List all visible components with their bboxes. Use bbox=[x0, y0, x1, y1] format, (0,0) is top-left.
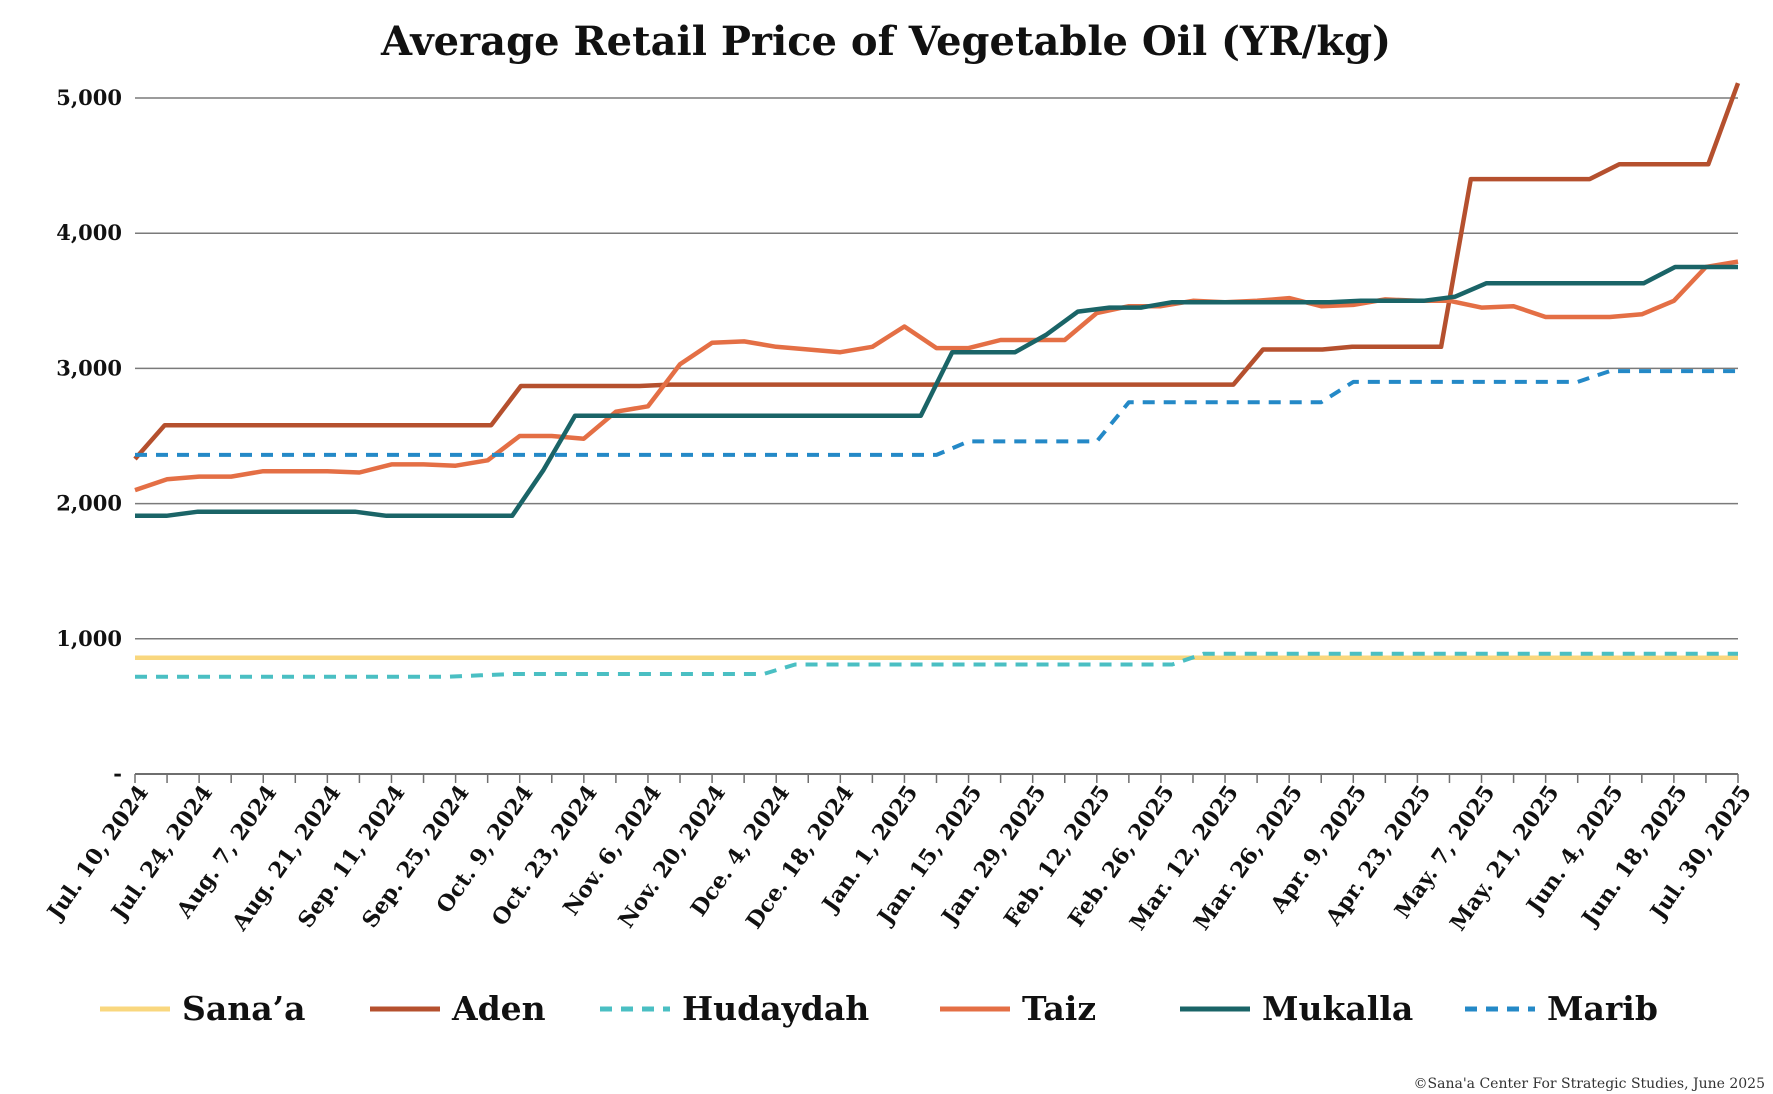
y-tick-label: 1,000 bbox=[56, 626, 122, 651]
legend: Sana’a Aden Hudaydah Taiz Mukalla Marib bbox=[100, 989, 1658, 1028]
legend-label: Taiz bbox=[1022, 989, 1096, 1028]
legend-label: Marib bbox=[1547, 989, 1658, 1028]
legend-label: Hudaydah bbox=[682, 989, 869, 1028]
series-line-marib bbox=[135, 369, 1738, 457]
y-tick-label: 4,000 bbox=[56, 220, 122, 245]
series-lines bbox=[133, 82, 1741, 679]
y-tick-label: 3,000 bbox=[56, 355, 122, 380]
series-line-mukalla bbox=[135, 264, 1738, 519]
y-tick-label: 5,000 bbox=[56, 85, 122, 110]
y-tick-label: 2,000 bbox=[56, 491, 122, 516]
y-tick-label: - bbox=[113, 761, 122, 786]
legend-label: Sana’a bbox=[182, 989, 305, 1028]
series-line-taiz bbox=[134, 259, 1739, 493]
series-line-aden bbox=[133, 82, 1741, 461]
y-axis-tick-labels: - 1,000 2,000 3,000 4,000 5,000 bbox=[56, 85, 122, 786]
chart-credit: ©Sana'a Center For Strategic Studies, Ju… bbox=[1414, 1076, 1765, 1092]
chart-title: Average Retail Price of Vegetable Oil (Y… bbox=[380, 18, 1391, 65]
series-line-hudaydah bbox=[135, 651, 1738, 679]
legend-label: Aden bbox=[451, 989, 546, 1028]
legend-label: Mukalla bbox=[1262, 989, 1413, 1028]
gridlines bbox=[135, 97, 1738, 640]
x-axis bbox=[134, 773, 1739, 783]
